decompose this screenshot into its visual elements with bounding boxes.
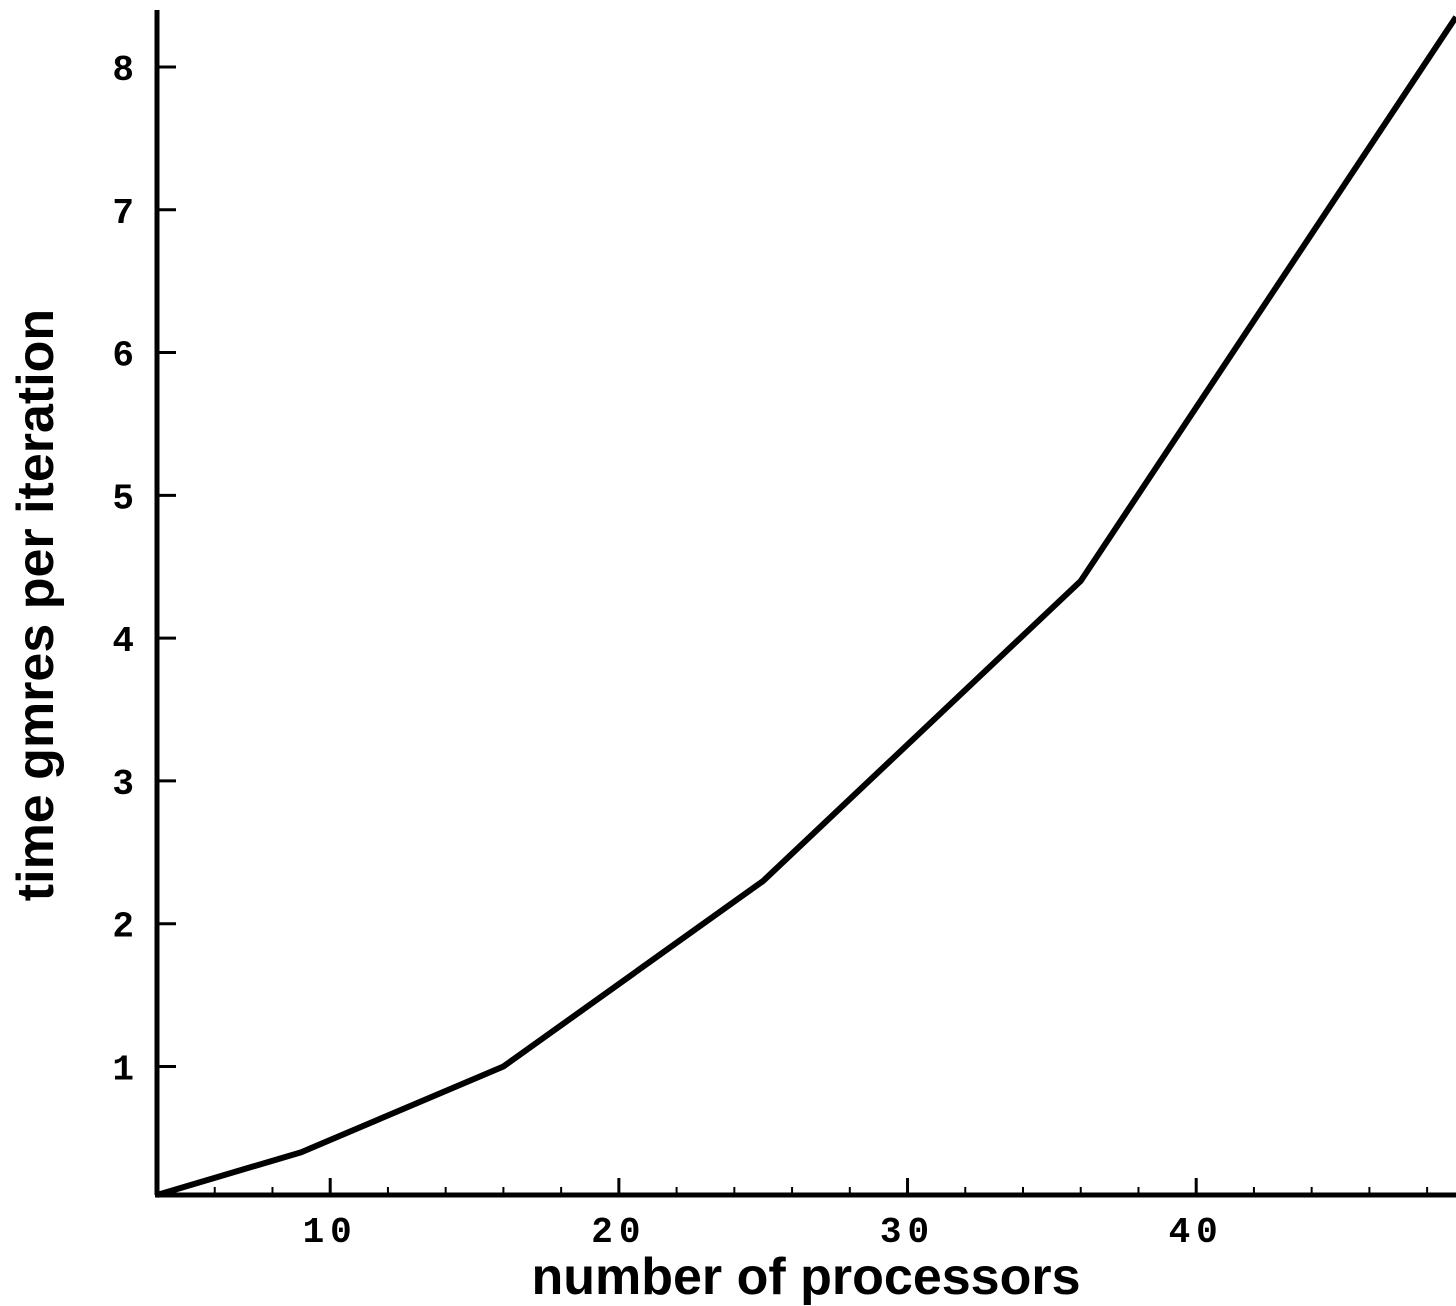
y-tick-label: 7 bbox=[112, 193, 134, 234]
y-tick-label: 3 bbox=[112, 764, 134, 805]
y-tick-label: 2 bbox=[112, 907, 134, 948]
x-tick-label: 10 bbox=[303, 1212, 358, 1253]
x-axis-title: number of processors bbox=[531, 1248, 1080, 1306]
y-tick-label: 8 bbox=[112, 50, 134, 91]
series-line bbox=[156, 15, 1456, 1198]
x-tick-label: 30 bbox=[880, 1212, 935, 1253]
y-tick-label: 6 bbox=[112, 336, 134, 377]
x-tick-label: 40 bbox=[1169, 1212, 1224, 1253]
y-axis-title: time gmres per iteration bbox=[7, 309, 65, 901]
series-layer bbox=[156, 15, 1456, 1198]
y-tick-label: 1 bbox=[112, 1049, 134, 1090]
y-tick-label: 5 bbox=[112, 478, 134, 519]
y-tick-label: 4 bbox=[112, 621, 134, 662]
x-tick-label: 20 bbox=[591, 1212, 646, 1253]
ticks-layer: 10 20 30 40 1 2 3 4 5 6 7 8 bbox=[112, 50, 1429, 1253]
